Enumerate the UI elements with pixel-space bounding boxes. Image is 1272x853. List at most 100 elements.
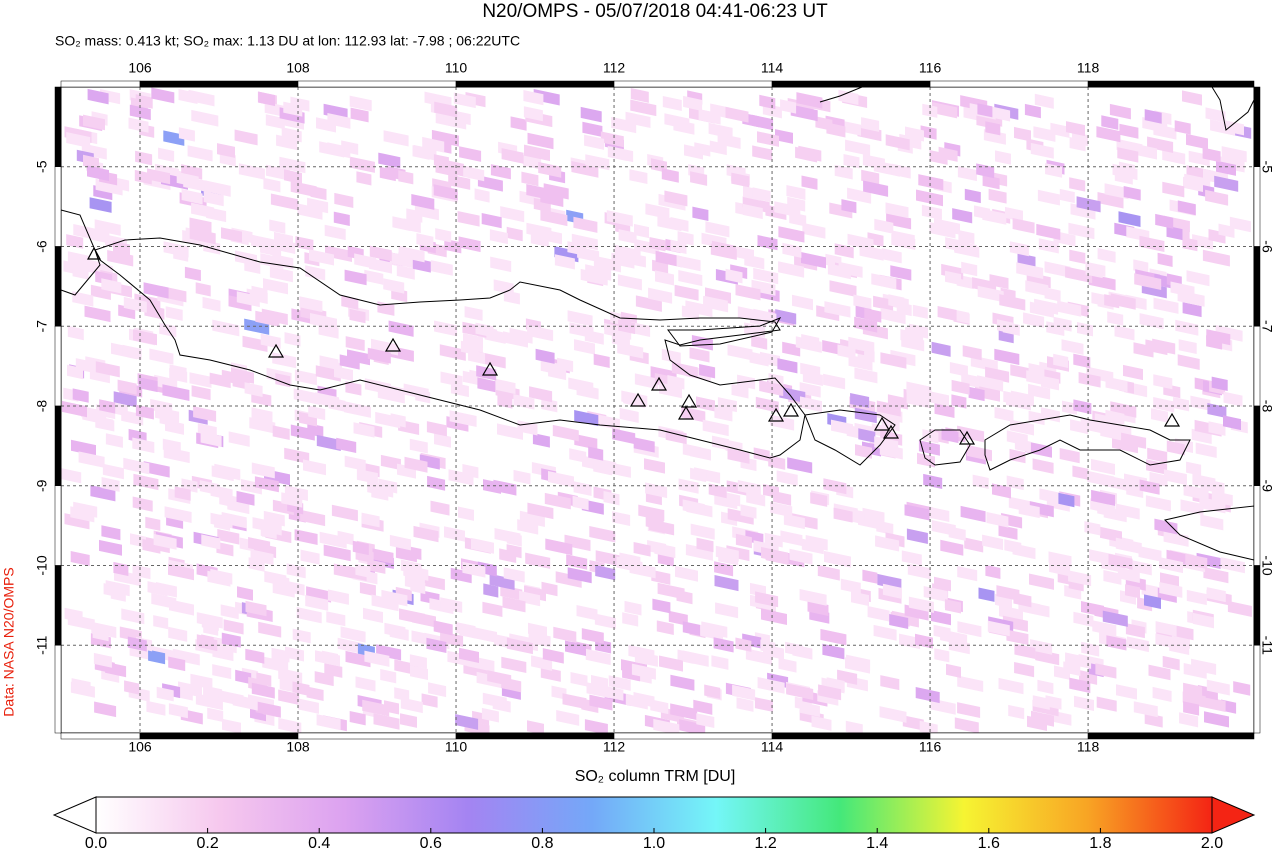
so2-pixel bbox=[848, 336, 875, 354]
so2-pixel bbox=[1068, 570, 1092, 587]
so2-pixel bbox=[987, 620, 1010, 637]
so2-pixel bbox=[1073, 353, 1091, 369]
so2-pixel bbox=[1087, 470, 1115, 488]
so2-pixel bbox=[64, 607, 83, 623]
so2-pixel bbox=[1182, 90, 1202, 106]
so2-pixel bbox=[699, 363, 716, 379]
so2-pixel bbox=[645, 203, 670, 220]
so2-pixel bbox=[334, 192, 354, 208]
frame-band bbox=[1253, 326, 1261, 407]
y-tick-label: -8 bbox=[34, 400, 50, 413]
so2-pixel bbox=[193, 406, 217, 422]
so2-pixel bbox=[822, 643, 845, 660]
so2-pixel bbox=[1199, 695, 1226, 713]
so2-pixel bbox=[422, 136, 445, 153]
so2-pixel bbox=[834, 164, 853, 180]
x-tick-label: 114 bbox=[761, 739, 784, 755]
so2-pixel bbox=[428, 682, 447, 698]
so2-pixel bbox=[876, 400, 901, 417]
frame-band bbox=[455, 80, 615, 88]
so2-pixel bbox=[1207, 403, 1227, 419]
colorbar-tick-label: 1.6 bbox=[978, 835, 1000, 852]
so2-pixel bbox=[851, 591, 869, 607]
so2-pixel bbox=[921, 204, 942, 220]
so2-pixel bbox=[682, 499, 705, 516]
so2-pixel bbox=[122, 344, 142, 360]
so2-pixel bbox=[940, 539, 964, 556]
so2-pixel bbox=[435, 228, 452, 243]
so2-pixel bbox=[490, 256, 512, 273]
so2-pixel bbox=[618, 319, 636, 335]
so2-pixel bbox=[462, 561, 486, 578]
so2-pixel bbox=[468, 349, 486, 365]
y-tick-label: -9 bbox=[34, 479, 50, 492]
so2-pixel bbox=[147, 168, 171, 185]
so2-pixel bbox=[787, 457, 813, 474]
so2-pixel bbox=[1153, 397, 1175, 413]
so2-pixel bbox=[380, 454, 401, 471]
so2-pixel bbox=[433, 154, 449, 169]
so2-pixel bbox=[1036, 223, 1061, 241]
so2-pixel bbox=[737, 479, 761, 496]
so2-pixel bbox=[1123, 364, 1143, 381]
so2-pixel bbox=[71, 439, 96, 457]
so2-pixel bbox=[295, 236, 314, 251]
so2-pixel bbox=[477, 377, 496, 393]
so2-pixel bbox=[1145, 339, 1168, 356]
so2-pixel bbox=[523, 90, 544, 106]
so2-pixel bbox=[841, 199, 857, 214]
so2-pixel bbox=[221, 632, 241, 648]
so2-pixel bbox=[875, 535, 900, 552]
so2-pixel bbox=[837, 344, 856, 360]
so2-pixel bbox=[198, 636, 218, 652]
colorbar-tick-label: 0.6 bbox=[420, 835, 442, 852]
so2-pixel bbox=[630, 88, 649, 103]
so2-pixel bbox=[248, 537, 271, 553]
so2-pixel bbox=[633, 542, 651, 557]
so2-pixel bbox=[260, 241, 282, 258]
so2-pixel bbox=[714, 575, 739, 592]
so2-pixel bbox=[584, 329, 604, 345]
colorbar-gradient bbox=[95, 796, 1213, 834]
so2-pixel bbox=[306, 686, 324, 702]
so2-pixel bbox=[527, 324, 554, 342]
so2-pixel bbox=[251, 682, 275, 699]
so2-pixel bbox=[1032, 458, 1054, 474]
so2-pixel bbox=[375, 411, 401, 429]
frame-band bbox=[1253, 405, 1261, 487]
so2-pixel bbox=[459, 624, 476, 639]
so2-pixel bbox=[500, 585, 523, 601]
so2-pixel bbox=[696, 396, 715, 412]
so2-pixel bbox=[945, 599, 961, 614]
so2-pixel bbox=[789, 548, 813, 565]
so2-pixel bbox=[234, 129, 258, 146]
so2-pixel bbox=[334, 366, 353, 382]
so2-pixel bbox=[795, 146, 818, 163]
so2-pixel bbox=[1191, 658, 1217, 676]
y-tick-label: -11 bbox=[34, 635, 50, 654]
so2-pixel bbox=[820, 628, 847, 646]
subtitle: SO₂ mass: 0.413 kt; SO₂ max: 1.13 DU at … bbox=[55, 33, 520, 49]
so2-pixel bbox=[132, 564, 151, 580]
so2-pixel bbox=[957, 702, 981, 718]
so2-pixel bbox=[770, 501, 793, 518]
coastlines bbox=[60, 86, 1255, 561]
so2-pixel bbox=[151, 87, 175, 104]
so2-pixel bbox=[1202, 147, 1221, 163]
so2-pixel bbox=[1109, 103, 1131, 120]
so2-pixel bbox=[625, 693, 648, 710]
so2-pixel bbox=[349, 95, 372, 112]
so2-pixel bbox=[538, 161, 562, 178]
so2-pixel bbox=[535, 348, 555, 364]
so2-pixel bbox=[755, 396, 779, 413]
so2-pixel bbox=[873, 295, 894, 311]
so2-pixel bbox=[373, 713, 400, 730]
so2-pixel bbox=[1153, 374, 1173, 390]
so2-pixel bbox=[735, 284, 761, 301]
so2-pixel bbox=[217, 529, 240, 545]
so2-pixel bbox=[775, 129, 793, 144]
so2-pixel bbox=[493, 479, 517, 496]
so2-pixel bbox=[645, 482, 668, 499]
so2-pixel bbox=[1018, 502, 1040, 519]
so2-pixel bbox=[87, 165, 109, 182]
